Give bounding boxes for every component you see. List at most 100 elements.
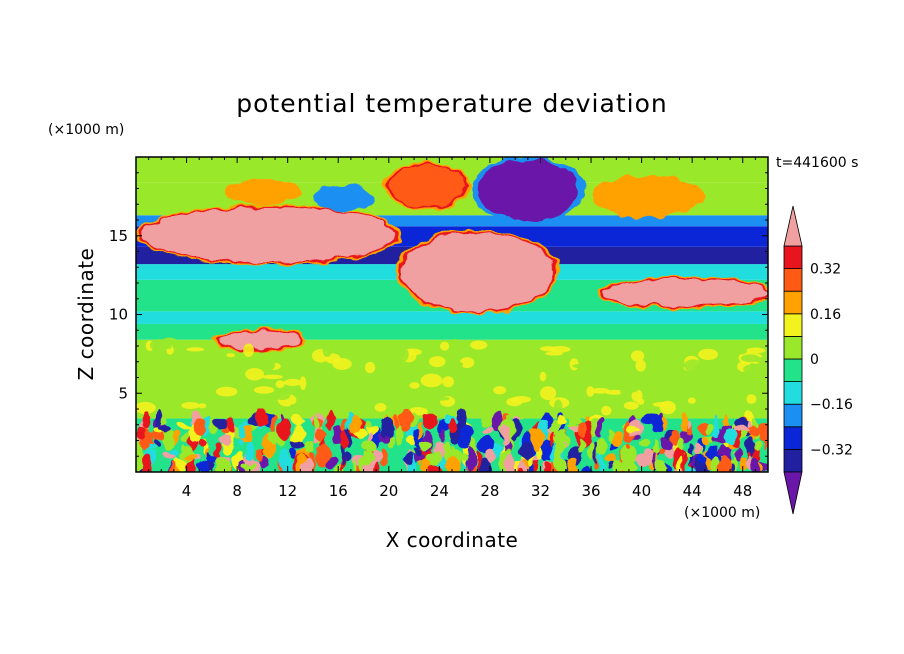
mottle-13	[311, 379, 321, 392]
contour-feature-7	[224, 179, 301, 205]
mottle-39	[442, 376, 455, 388]
mottle-36	[293, 356, 305, 369]
mottle-139	[684, 359, 703, 373]
mottle-106	[245, 368, 265, 381]
contour-feature-0	[142, 207, 396, 263]
turbulence-cell-324	[301, 460, 313, 472]
mottle-125	[549, 346, 571, 353]
turbulence-cell-215	[353, 459, 358, 472]
turbulence-cell-359	[290, 447, 299, 458]
mottle-52	[611, 396, 621, 402]
mottle-113	[274, 390, 291, 401]
time-label: t=441600 s	[776, 155, 858, 171]
turbulence-cell-60	[367, 423, 379, 436]
mottle-80	[637, 398, 645, 405]
turbulence-cell-389	[314, 429, 327, 442]
turbulence-cell-340	[652, 442, 660, 454]
colorbar-label: −0.16	[810, 397, 853, 413]
turbulence-cell-104	[681, 412, 689, 434]
turbulence-cell-365	[363, 437, 378, 452]
mottle-121	[526, 361, 545, 368]
colorbar-segment	[783, 358, 803, 383]
mottle-57	[207, 366, 223, 379]
turbulence-cell-351	[427, 463, 442, 472]
mottle-7	[448, 339, 462, 351]
turbulence-cell-311	[156, 408, 163, 430]
turbulence-cell-71	[219, 434, 232, 446]
turbulence-cell-302	[694, 443, 702, 454]
turbulence-cell-338	[457, 409, 468, 428]
turbulence-cell-281	[758, 422, 768, 443]
mottle-89	[422, 402, 442, 409]
turbulence-cell-388	[710, 456, 721, 472]
turbulence-cell-385	[682, 451, 688, 471]
mottle-40	[493, 386, 507, 395]
mottle-2	[590, 387, 610, 394]
turbulence-cell-156	[426, 453, 442, 465]
turbulence-cell-270	[745, 425, 760, 435]
turbulence-cell-25	[380, 448, 387, 465]
turbulence-cell-330	[215, 454, 230, 472]
mottle-100	[507, 409, 519, 418]
turbulence-cell-269	[175, 422, 190, 430]
contour-field	[136, 157, 768, 472]
turbulence-cell-358	[340, 446, 346, 465]
mottle-77	[431, 396, 450, 401]
y-tick-label: 10	[109, 306, 128, 324]
mottle-56	[635, 378, 652, 389]
turbulence-cell-402	[733, 425, 748, 433]
y-axis-label: Z coordinate	[74, 248, 98, 381]
turbulence-cell-303	[740, 456, 747, 472]
mottle-15	[478, 377, 493, 389]
mottle-78	[329, 383, 343, 392]
colorbar-over-triangle	[783, 205, 803, 247]
colorbar-segment	[783, 245, 803, 270]
mottle-109	[511, 396, 532, 403]
mottle-129	[659, 400, 676, 415]
turbulence-cell-417	[160, 426, 170, 435]
mottle-95	[299, 376, 307, 390]
turbulence-cell-245	[528, 462, 534, 472]
mottle-53	[348, 378, 363, 383]
turbulence-cell-404	[399, 409, 413, 433]
x-tick-label: 12	[278, 482, 297, 500]
turbulence-cell-363	[406, 437, 417, 447]
turbulence-cell-240	[404, 454, 413, 464]
mottle-73	[299, 406, 309, 412]
mottle-99	[628, 370, 635, 383]
mottle-98	[374, 403, 387, 412]
colorbar-segment	[783, 335, 803, 360]
mottle-101	[215, 386, 238, 397]
x-tick-label: 44	[683, 482, 702, 500]
turbulence-cell-390	[718, 455, 732, 472]
mottle-91	[322, 343, 332, 358]
x-axis-label: X coordinate	[386, 528, 519, 552]
turbulence-cell-373	[704, 423, 714, 433]
turbulence-cell-334	[578, 421, 587, 438]
mottle-71	[670, 365, 681, 371]
turbulence-cell-226	[637, 438, 649, 448]
mottle-84	[605, 347, 618, 357]
mottle-126	[601, 405, 612, 416]
mottle-93	[428, 356, 446, 368]
turbulence-cell-406	[466, 446, 476, 471]
mottle-114	[409, 382, 420, 389]
turbulence-cell-238	[595, 438, 605, 454]
mottle-112	[253, 386, 275, 394]
turbulence-cell-236	[587, 442, 595, 461]
mottle-4	[202, 377, 221, 386]
mottle-22	[281, 352, 294, 362]
mottle-117	[746, 347, 766, 354]
mottle-134	[181, 402, 200, 409]
turbulence-cell-375	[444, 455, 461, 472]
mottle-86	[381, 351, 403, 361]
turbulence-cell-165	[326, 409, 335, 430]
turbulence-cell-319	[349, 416, 362, 434]
turbulence-cell-346	[516, 466, 524, 472]
turbulence-cell-350	[448, 416, 457, 434]
mottle-29	[470, 340, 488, 350]
mottle-24	[503, 350, 515, 356]
turbulence-cell-391	[164, 452, 178, 459]
mottle-105	[152, 385, 164, 399]
x-tick-label: 28	[480, 482, 499, 500]
